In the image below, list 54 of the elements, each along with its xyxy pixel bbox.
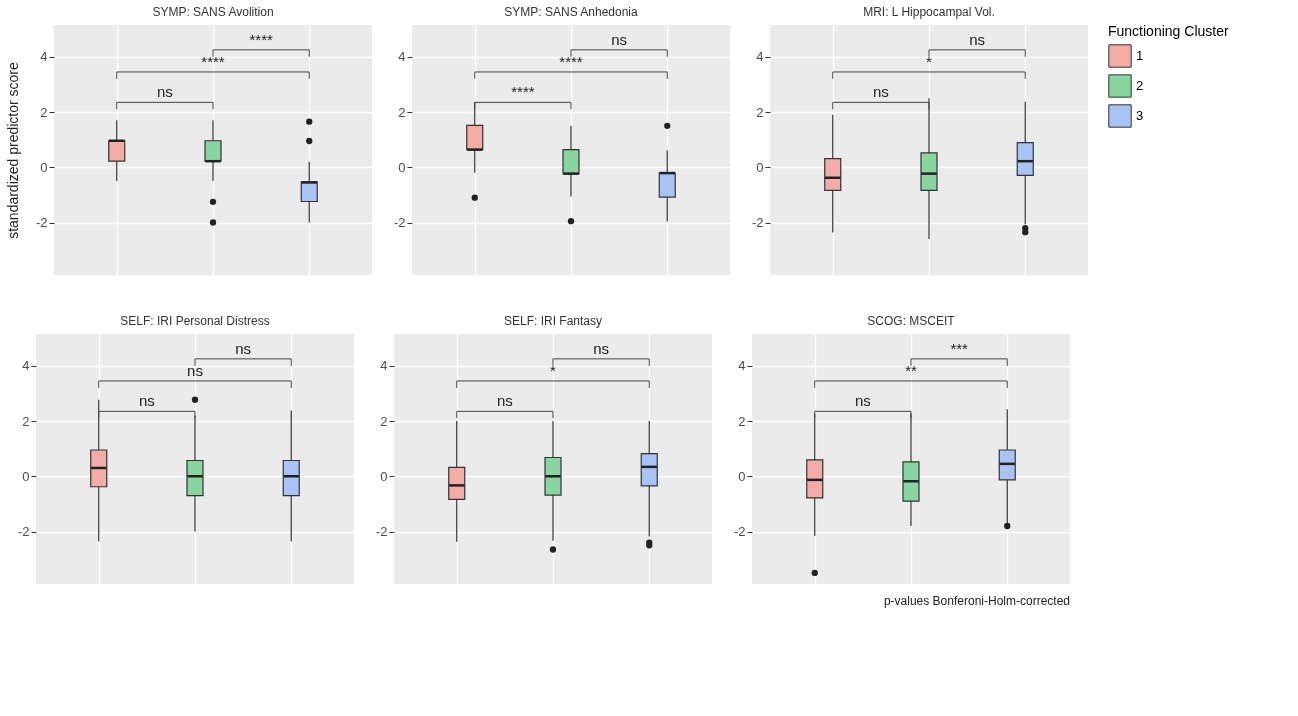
annotation: ns bbox=[969, 30, 986, 48]
annotation: *** bbox=[950, 339, 969, 357]
y-tick-label: 0 bbox=[40, 159, 48, 175]
annotation: ns bbox=[872, 83, 889, 101]
legend-label: 2 bbox=[1136, 78, 1144, 93]
y-axis-title: standardized predictor score bbox=[4, 61, 21, 239]
y-tick-label: 2 bbox=[756, 104, 764, 120]
y-tick-label: 0 bbox=[756, 159, 764, 175]
y-tick-label: -2 bbox=[17, 524, 30, 540]
y-tick-label: 4 bbox=[22, 358, 30, 374]
annotation: ns bbox=[156, 83, 173, 101]
text: p-values Bonferoni-Holm-corrected bbox=[883, 594, 1070, 608]
annotation: ns bbox=[138, 392, 155, 410]
y-tick-label: -2 bbox=[375, 524, 388, 540]
y-tick-label: -2 bbox=[751, 215, 764, 231]
legend-title: Functioning Cluster bbox=[1108, 23, 1229, 39]
annotation: **** bbox=[511, 83, 535, 101]
y-tick-label: 2 bbox=[380, 413, 388, 429]
y-tick-label: 4 bbox=[398, 49, 406, 65]
chart-title: SYMP: SANS Anhedonia bbox=[504, 5, 639, 19]
y-tick-label: 2 bbox=[398, 104, 406, 120]
annotation: ns bbox=[187, 361, 203, 379]
y-tick-label: 4 bbox=[40, 49, 48, 65]
chart-title: SELF: IRI Personal Distress bbox=[120, 314, 270, 328]
chart-title: SCOG: MSCEIT bbox=[867, 314, 956, 328]
chart-title: MRI: L Hippocampal Vol. bbox=[863, 5, 995, 19]
y-tick-label: 2 bbox=[738, 413, 746, 429]
legend-label: 3 bbox=[1136, 108, 1144, 123]
y-tick-label: -2 bbox=[393, 215, 406, 231]
annotation: ** bbox=[905, 361, 917, 379]
annotation: **** bbox=[559, 52, 583, 70]
annotation: ns bbox=[593, 339, 610, 357]
y-tick-label: 0 bbox=[22, 468, 30, 484]
y-tick-label: 2 bbox=[40, 104, 48, 120]
annotation: **** bbox=[249, 30, 273, 48]
y-tick-label: -2 bbox=[35, 215, 48, 231]
y-tick-label: 4 bbox=[380, 358, 388, 374]
y-tick-label: 4 bbox=[756, 49, 764, 65]
annotation: * bbox=[926, 52, 933, 70]
y-tick-label: 2 bbox=[22, 413, 30, 429]
legend-label: 1 bbox=[1136, 48, 1144, 63]
y-tick-label: 0 bbox=[398, 159, 406, 175]
y-tick-label: 0 bbox=[380, 468, 388, 484]
y-tick-label: 0 bbox=[738, 468, 746, 484]
annotation: ns bbox=[496, 392, 513, 410]
annotation: * bbox=[550, 361, 557, 379]
annotation: **** bbox=[201, 52, 225, 70]
annotation: ns bbox=[235, 339, 252, 357]
chart-title: SELF: IRI Fantasy bbox=[503, 314, 603, 328]
annotation: ns bbox=[854, 392, 871, 410]
y-tick-label: -2 bbox=[733, 524, 746, 540]
y-tick-label: 4 bbox=[738, 358, 746, 374]
annotation: ns bbox=[611, 30, 628, 48]
chart-title: SYMP: SANS Avolition bbox=[152, 5, 274, 19]
